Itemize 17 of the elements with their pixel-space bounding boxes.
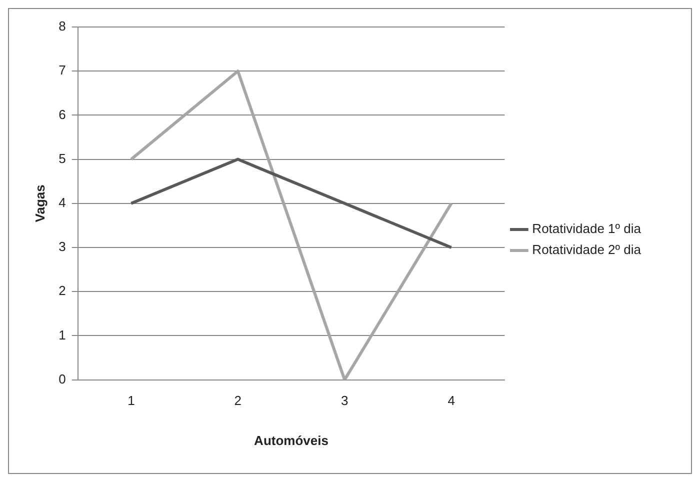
y-tick-label: 2 xyxy=(58,283,66,298)
y-tick-label: 0 xyxy=(58,371,66,386)
x-tick-label: 3 xyxy=(340,393,348,408)
y-tick-label: 5 xyxy=(58,150,66,166)
legend-label: Rotatividade 1º dia xyxy=(532,221,642,236)
y-tick-label: 7 xyxy=(58,62,66,78)
y-tick-label: 8 xyxy=(58,18,66,34)
y-tick-label: 6 xyxy=(58,106,66,122)
y-axis-title: Vagas xyxy=(32,184,48,222)
y-tick-label: 3 xyxy=(58,239,66,254)
x-tick-label: 4 xyxy=(448,393,455,408)
y-tick-label: 4 xyxy=(58,194,66,210)
y-tick-label: 1 xyxy=(58,327,66,342)
x-tick-label: 2 xyxy=(234,393,242,408)
x-axis-title: Automóveis xyxy=(254,432,328,448)
x-tick-label: 1 xyxy=(128,393,135,408)
legend-label: Rotatividade 2º dia xyxy=(532,242,642,258)
